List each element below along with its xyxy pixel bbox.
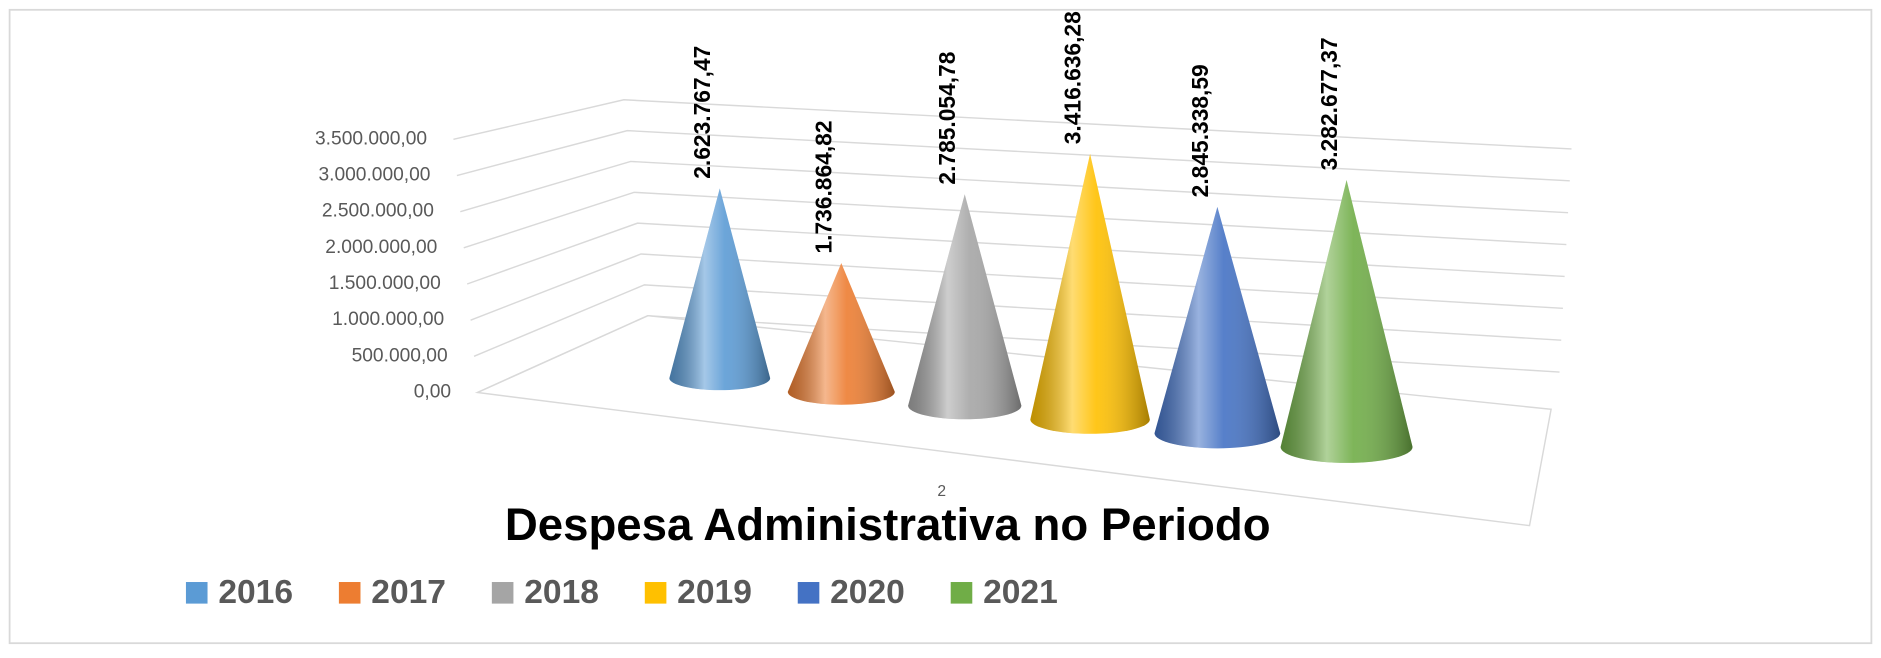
cone-shade <box>908 194 1022 420</box>
y-tick-label: 2.500.000,00 <box>322 201 434 222</box>
legend-label: 2016 <box>218 574 293 611</box>
y-tick-label: 2.000.000,00 <box>325 237 437 258</box>
y-tick-label: 0,00 <box>414 382 451 403</box>
legend-label: 2017 <box>371 574 446 611</box>
chart-title: Despesa Administrativa no Periodo <box>505 499 1271 550</box>
cone-shade <box>669 188 771 391</box>
grid-line <box>466 222 1565 285</box>
y-tick-label: 1.000.000,00 <box>332 309 444 330</box>
cone-shade <box>1280 179 1413 463</box>
x-tick-label: 2 <box>937 483 946 500</box>
legend-swatch <box>644 582 667 604</box>
data-label: 2.623.767,47 <box>689 46 715 179</box>
grid-line <box>473 284 1562 357</box>
data-label: 3.282.677,37 <box>1316 37 1342 170</box>
cone-shade <box>787 263 895 405</box>
legend-label: 2018 <box>524 574 599 611</box>
y-tick-label: 500.000,00 <box>352 345 448 366</box>
legend-swatch <box>950 582 973 604</box>
legend-label: 2019 <box>677 574 752 611</box>
grid-line <box>453 99 1572 150</box>
grid-line <box>470 253 1563 321</box>
legend-label: 2021 <box>983 574 1058 611</box>
y-tick-label: 1.500.000,00 <box>329 273 441 294</box>
legend-swatch <box>185 582 208 604</box>
legend-swatch <box>338 582 361 604</box>
cone-shade <box>1030 153 1150 434</box>
data-label: 2.785.054,78 <box>934 52 960 185</box>
grid-line <box>456 129 1570 182</box>
legend-swatch <box>491 582 514 604</box>
legend-swatch <box>797 582 820 604</box>
cone-shade <box>1154 206 1281 449</box>
y-tick-label: 3.000.000,00 <box>318 165 430 186</box>
data-label: 2.845.338,59 <box>1187 64 1213 197</box>
y-tick-label: 3.500.000,00 <box>315 128 427 149</box>
grid-line <box>460 160 1569 214</box>
data-label: 1.736.864,82 <box>811 121 837 254</box>
data-label: 3.416.636,28 <box>1060 11 1086 144</box>
grid-line <box>463 191 1567 249</box>
legend-label: 2020 <box>830 574 905 611</box>
